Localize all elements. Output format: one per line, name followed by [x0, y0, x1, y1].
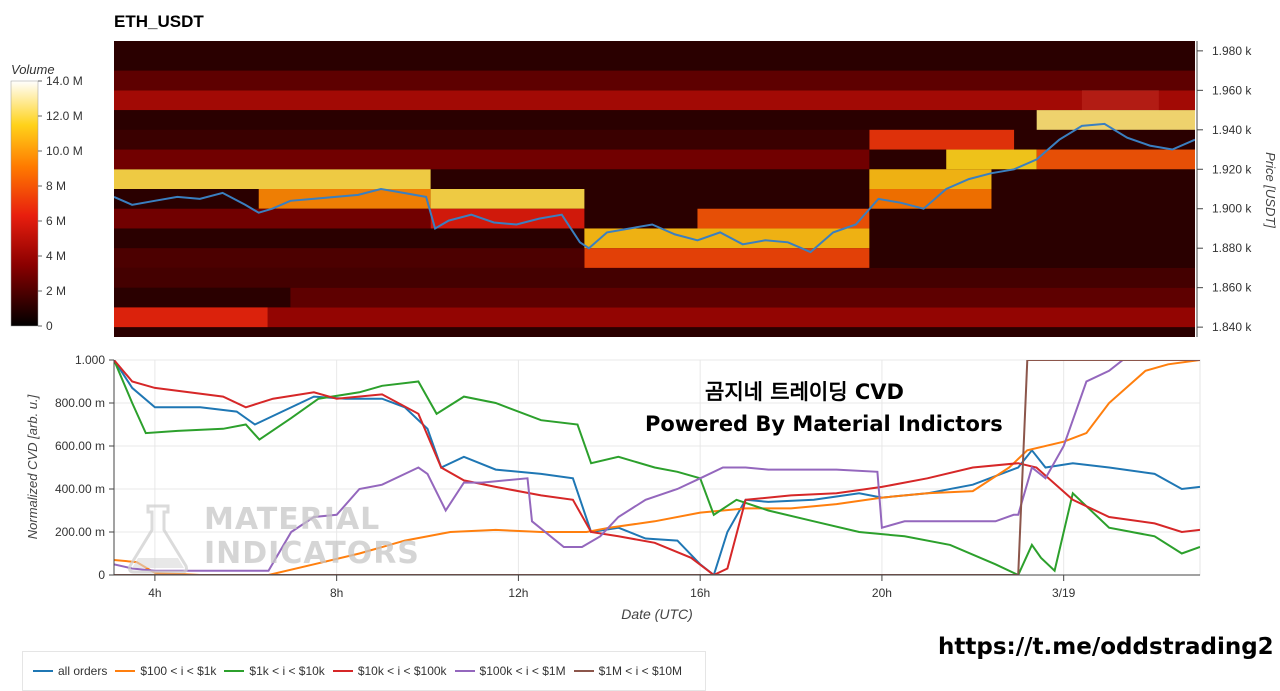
heatmap-cell	[114, 70, 1195, 91]
heatmap-cell	[290, 287, 1195, 308]
legend-label: $10k < i < $100k	[357, 664, 447, 678]
cvd-y-tick-label: 400.00 m	[55, 482, 105, 496]
colorbar-tick-label: 10.0 M	[46, 144, 83, 158]
price-tick-label: 1.860 k	[1212, 281, 1252, 295]
cvd-x-tick-label: 4h	[148, 586, 161, 600]
overlay-subtitle: Powered By Material Indictors	[645, 412, 1003, 436]
colorbar-tick-label: 0	[46, 319, 53, 333]
legend-label: $1k < i < $10k	[249, 664, 325, 678]
legend-item[interactable]: $10k < i < $100k	[332, 664, 447, 678]
legend-label: $100k < i < $1M	[479, 664, 566, 678]
cvd-lines	[114, 360, 1200, 575]
watermark-line1: MATERIAL	[204, 502, 381, 537]
heatmap-cell	[114, 169, 431, 189]
colorbar-bar	[10, 80, 39, 327]
legend-swatch	[224, 670, 245, 672]
telegram-link[interactable]: https://t.me/oddstrading2	[938, 634, 1274, 660]
heatmap-cell	[697, 208, 870, 229]
heatmap-cell	[869, 169, 992, 189]
cvd-y-tick-label: 0	[98, 568, 105, 582]
heatmap-cell	[584, 228, 870, 249]
legend: all orders $100 < i < $1k $1k < i < $10k $1…	[22, 651, 706, 691]
heatmap-cell	[114, 129, 870, 150]
heatmap-cell	[114, 149, 870, 170]
heatmap-cell	[584, 248, 870, 268]
heatmap-cell	[114, 90, 1195, 111]
overlay-title: 곰지네 트레이딩 CVD	[705, 380, 904, 404]
heatmap-cell	[946, 149, 1037, 170]
legend-swatch	[115, 670, 136, 672]
heatmap-cell	[1036, 149, 1195, 170]
cvd-x-tick-label: 3/19	[1052, 586, 1076, 600]
legend-item[interactable]: $100 < i < $1k	[115, 664, 216, 678]
legend-swatch	[454, 670, 475, 672]
legend-swatch	[573, 670, 594, 672]
heatmap-cell	[1036, 110, 1195, 130]
price-tick-label: 1.840 k	[1212, 320, 1252, 334]
colorbar-tick-label: 12.0 M	[46, 109, 83, 123]
heatmap-cell	[869, 129, 1015, 150]
legend-item[interactable]: $1M < i < $10M	[573, 664, 682, 678]
cvd-x-tick-label: 20h	[872, 586, 892, 600]
price-tick-label: 1.980 k	[1212, 44, 1252, 58]
price-tick-label: 1.880 k	[1212, 241, 1252, 255]
price-axis: 1.840 k 1.860 k 1.880 k 1.900 k 1.920 k 1.940…	[1196, 41, 1278, 337]
cvd-y-tick-label: 200.00 m	[55, 525, 105, 539]
legend-item[interactable]: $100k < i < $1M	[454, 664, 566, 678]
cvd-x-tick-label: 8h	[330, 586, 343, 600]
cvd-y-tick-label: 800.00 m	[55, 396, 105, 410]
cvd-axes: 0 200.00 m 400.00 m 600.00 m 800.00 m 1.000 4h…	[25, 353, 1200, 622]
legend-swatch	[33, 670, 53, 672]
colorbar-tick-label: 2 M	[46, 284, 66, 298]
colorbar-tick-label: 6 M	[46, 214, 66, 228]
cvd-y-axis-label: Normalized CVD [arb. u.]	[25, 394, 40, 539]
chart-title: ETH_USDT	[114, 12, 204, 31]
cvd-y-tick-label: 600.00 m	[55, 439, 105, 453]
watermark: MATERIAL INDICATORS	[204, 503, 420, 571]
cvd-x-tick-label: 12h	[508, 586, 528, 600]
heatmap-cell	[267, 307, 1195, 328]
heatmap-cell	[869, 189, 992, 209]
price-tick-label: 1.960 k	[1212, 83, 1252, 97]
price-line	[114, 122, 1195, 254]
heatmap-cell	[430, 208, 585, 229]
heatmap	[114, 41, 1195, 337]
cvd-series-line	[114, 360, 1200, 575]
heatmap-cell	[114, 248, 585, 268]
price-tick-label: 1.920 k	[1212, 162, 1252, 176]
watermark-line2: INDICATORS	[204, 536, 420, 571]
flask-logo-icon	[128, 504, 188, 574]
cvd-series-line	[114, 360, 1200, 575]
cvd-series-line	[114, 360, 1200, 572]
heatmap-cell	[114, 267, 1195, 288]
legend-swatch	[332, 670, 353, 672]
heatmap-cell	[430, 189, 585, 209]
legend-item[interactable]: all orders	[33, 664, 107, 678]
cvd-x-tick-label: 16h	[690, 586, 710, 600]
legend-label: $1M < i < $10M	[598, 664, 682, 678]
heatmap-cell	[258, 189, 431, 209]
colorbar-tick-label: 8 M	[46, 179, 66, 193]
price-axis-label: Price [USDT]	[1263, 152, 1278, 228]
cvd-x-axis-label: Date (UTC)	[621, 606, 693, 622]
legend-label: $100 < i < $1k	[140, 664, 217, 678]
price-tick-label: 1.900 k	[1212, 202, 1252, 216]
colorbar-tick-label: 4 M	[46, 249, 66, 263]
heatmap-cell	[114, 208, 431, 229]
colorbar-title: Volume	[11, 62, 55, 77]
cvd-series-line	[114, 360, 1200, 575]
cvd-series-line	[114, 360, 1200, 575]
colorbar-tick-label: 14.0 M	[46, 74, 83, 88]
price-tick-label: 1.940 k	[1212, 123, 1252, 137]
heatmap-cell	[114, 307, 268, 328]
legend-item[interactable]: $1k < i < $10k	[224, 664, 325, 678]
cvd-y-tick-label: 1.000	[75, 353, 105, 367]
legend-label: all orders	[58, 664, 108, 678]
colorbar: 14.0 M 12.0 M 10.0 M 8 M 6 M 4 M 2 M 0	[10, 74, 83, 333]
